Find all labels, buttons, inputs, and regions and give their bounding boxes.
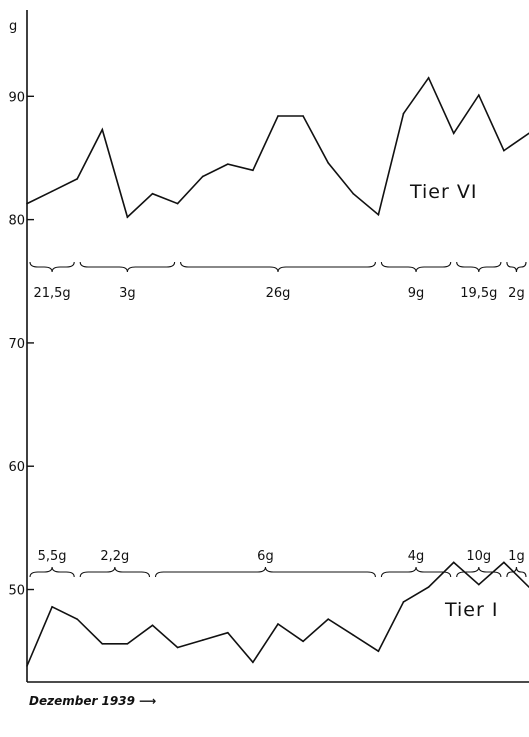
point-tier-i-17 bbox=[452, 561, 455, 564]
point-tier-vi-5 bbox=[151, 192, 154, 195]
point-tier-i-6 bbox=[176, 646, 179, 649]
point-tier-vi-2 bbox=[76, 178, 78, 180]
point-tier-i-7 bbox=[201, 639, 204, 641]
point-tier-i-9 bbox=[252, 661, 254, 664]
point-tier-vi-17 bbox=[452, 132, 455, 135]
axes: g bbox=[9, 10, 529, 683]
point-tier-vi-6 bbox=[176, 202, 179, 205]
point-tier-i-5 bbox=[151, 624, 154, 627]
point-tier-vi-3 bbox=[101, 128, 104, 131]
y-tick-label-70: 70 bbox=[8, 337, 25, 352]
bracket-label-tier-i-4: 10g bbox=[466, 549, 491, 564]
bracket-tier-vi-0 bbox=[29, 261, 75, 273]
point-tier-i-14 bbox=[377, 650, 380, 652]
bracket-label-tier-i-2: 6g bbox=[257, 549, 274, 564]
bracket-tier-i-4 bbox=[456, 566, 502, 578]
y-tick-label-80: 80 bbox=[8, 214, 25, 229]
point-tier-vi-13 bbox=[352, 192, 355, 195]
bracket-label-tier-i-3: 4g bbox=[408, 549, 425, 564]
bracket-label-tier-vi-1: 3g bbox=[119, 286, 136, 301]
y-tick-label-60: 60 bbox=[8, 460, 25, 475]
series-lines bbox=[26, 76, 529, 667]
point-tier-vi-9 bbox=[252, 169, 254, 172]
point-tier-vi-14 bbox=[377, 213, 380, 216]
point-tier-i-11 bbox=[302, 640, 304, 643]
series-labels: Tier VI Tier I bbox=[409, 181, 498, 621]
bracket-tier-vi-1 bbox=[79, 261, 176, 273]
bracket-tier-vi-5 bbox=[506, 261, 527, 273]
bracket-tier-i-0 bbox=[29, 566, 75, 578]
bracket-tier-i-3 bbox=[380, 566, 452, 578]
point-tier-i-16 bbox=[427, 586, 430, 588]
point-tier-vi-11 bbox=[302, 115, 304, 117]
bracket-label-tier-i-0: 5,5g bbox=[38, 549, 67, 564]
point-tier-vi-15 bbox=[402, 112, 405, 115]
point-tier-i-10 bbox=[277, 623, 279, 625]
bracket-label-tier-vi-5: 2g bbox=[508, 286, 525, 301]
y-axis-unit: g bbox=[9, 19, 17, 34]
bracket-label-tier-vi-0: 21,5g bbox=[33, 286, 70, 301]
point-tier-i-2 bbox=[76, 618, 78, 620]
point-tier-i-1 bbox=[51, 605, 53, 608]
point-tier-vi-18 bbox=[478, 94, 480, 96]
point-tier-i-18 bbox=[478, 583, 480, 586]
bracket-tier-vi-4 bbox=[456, 261, 502, 273]
point-tier-vi-16 bbox=[427, 77, 430, 79]
x-axis-label: Dezember 1939 ⟶ bbox=[29, 694, 156, 708]
point-tier-i-0 bbox=[26, 665, 28, 667]
point-tier-vi-1 bbox=[51, 190, 53, 193]
bracket-label-tier-vi-2: 26g bbox=[266, 286, 291, 301]
point-tier-i-19 bbox=[503, 561, 505, 564]
point-tier-i-15 bbox=[402, 601, 405, 603]
bracket-tier-vi-3 bbox=[380, 261, 452, 273]
y-tick-label-90: 90 bbox=[8, 90, 25, 105]
y-tick-label-50: 50 bbox=[8, 584, 25, 599]
point-tier-vi-0 bbox=[26, 202, 28, 205]
bracket-label-tier-i-1: 2,2g bbox=[100, 549, 129, 564]
brackets: 21,5g 3g 26g 9g 19,5g 2g 5,5g 2,2g 6g 4g 10g 1g bbox=[29, 261, 527, 578]
point-tier-vi-19 bbox=[503, 149, 505, 152]
bracket-tier-vi-2 bbox=[180, 261, 376, 273]
point-tier-vi-7 bbox=[201, 175, 204, 178]
point-tier-i-13 bbox=[352, 634, 355, 636]
point-tier-i-3 bbox=[101, 642, 104, 645]
series-label-tier-vi: Tier VI bbox=[409, 181, 477, 203]
point-tier-vi-4 bbox=[126, 216, 129, 218]
point-tier-vi-12 bbox=[327, 162, 330, 164]
bracket-label-tier-vi-4: 19,5g bbox=[460, 286, 497, 301]
bracket-tier-i-5 bbox=[506, 566, 527, 578]
point-tier-i-4 bbox=[126, 642, 129, 645]
point-tier-vi-10 bbox=[277, 115, 279, 117]
bracket-label-tier-i-5: 1g bbox=[508, 549, 525, 564]
y-ticks: 80 90 70 60 50 bbox=[8, 90, 34, 599]
series-label-tier-i: Tier I bbox=[444, 599, 498, 621]
point-tier-i-12 bbox=[327, 618, 330, 620]
bracket-tier-i-1 bbox=[79, 566, 151, 578]
bracket-tier-i-2 bbox=[154, 566, 376, 578]
bracket-label-tier-vi-3: 9g bbox=[408, 286, 425, 301]
point-tier-vi-8 bbox=[227, 163, 229, 165]
point-tier-i-8 bbox=[227, 631, 229, 634]
